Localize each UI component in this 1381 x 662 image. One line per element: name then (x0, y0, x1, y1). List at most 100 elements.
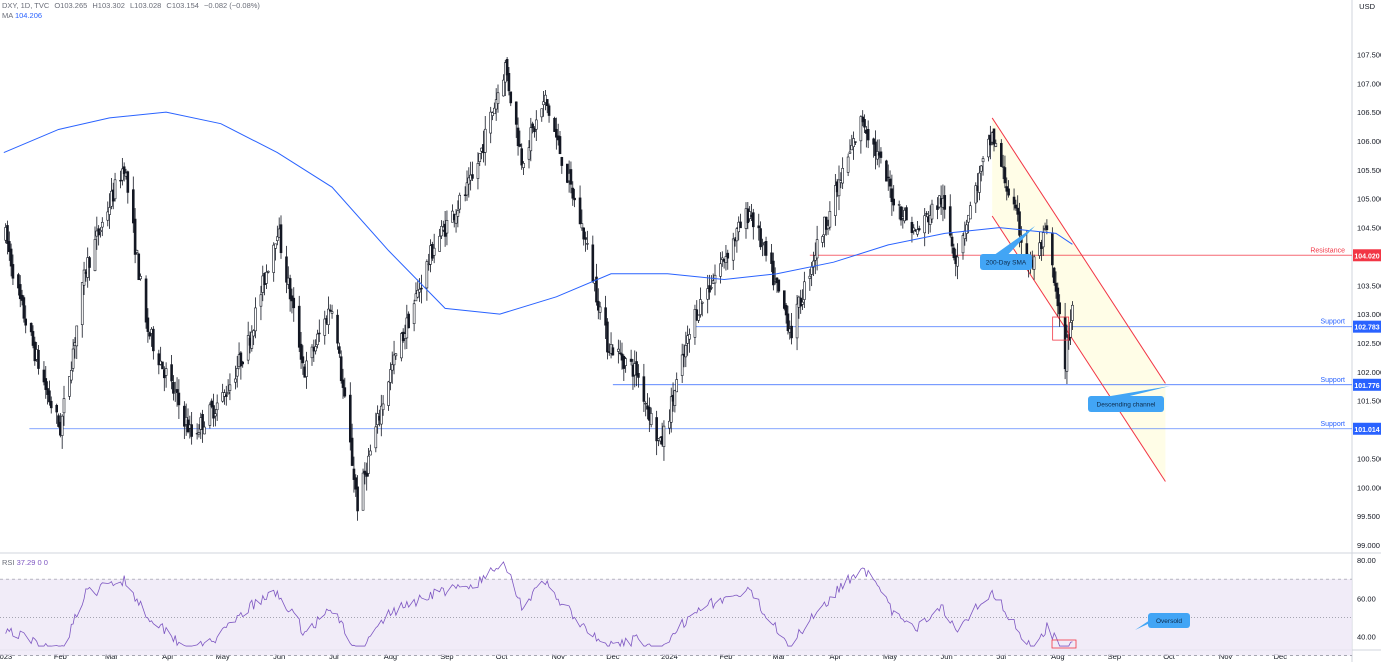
candle-body (772, 260, 775, 286)
candle-body (119, 179, 122, 182)
candle-body (1045, 225, 1049, 231)
candle-body (872, 138, 875, 145)
candle-body (803, 281, 806, 300)
candle-body (936, 205, 939, 210)
oversold-callout-text: Oversold (1156, 618, 1182, 625)
candle-body (912, 227, 916, 232)
candle-body (547, 105, 551, 116)
sma-callout-pointer (995, 226, 1035, 254)
candle-body (1016, 207, 1020, 215)
candle-body (635, 361, 638, 376)
candle-body (1003, 167, 1007, 184)
support-3-price-tag (1353, 422, 1381, 435)
candle-body (735, 228, 739, 242)
candle-body (617, 348, 620, 352)
time-tick-label: Mar (772, 652, 785, 661)
time-tick-label: Feb (54, 652, 67, 661)
time-tick-label: Apr (830, 652, 842, 661)
candle-body (974, 185, 978, 204)
rsi-value: 37.29 (16, 558, 36, 567)
candle-body (420, 287, 423, 290)
candle-body (108, 207, 111, 215)
candle-body (458, 194, 462, 210)
candle-body (454, 213, 458, 224)
candle-body (75, 325, 79, 347)
candle-body (930, 203, 934, 220)
candle-body (518, 143, 522, 147)
candle-body (888, 178, 892, 187)
candle-body (688, 334, 691, 340)
price-tick-label: 107.000 (1357, 79, 1381, 88)
candle-body (700, 301, 704, 304)
candle-body (69, 370, 73, 381)
candle-body (580, 223, 584, 229)
ma-legend: MA 104.206 (2, 11, 42, 20)
candle-body (350, 437, 354, 466)
price-tick-label: 99.000 (1357, 541, 1380, 550)
candle-body (866, 129, 870, 141)
candle-body (751, 212, 755, 228)
sma-200-line (3, 111, 1073, 315)
candle-body (327, 308, 330, 326)
candle-body (1058, 302, 1061, 315)
price-tick-label: 102.000 (1357, 368, 1381, 377)
candle-body (892, 198, 896, 206)
support-3-price-value: 101.014 (1354, 427, 1379, 434)
candle-body (164, 368, 168, 376)
resistance-price-tag (1353, 249, 1381, 262)
price-tick-label: 99.500 (1357, 512, 1380, 521)
candle-body (673, 390, 677, 406)
channel-callout-box (1088, 396, 1164, 412)
candle-body (533, 127, 536, 133)
time-tick-label: Aug (1051, 652, 1064, 661)
candle-body (323, 318, 327, 336)
candle-body (808, 275, 812, 279)
candle-body (389, 369, 392, 383)
candle-body (662, 425, 666, 447)
candle-body (279, 224, 283, 254)
support-2-price-value: 101.776 (1354, 383, 1379, 390)
candle-body (361, 472, 365, 511)
price-tick-label: 102.500 (1357, 339, 1381, 348)
candle-body (471, 174, 474, 179)
candle-body (400, 333, 403, 359)
candle-body (595, 276, 598, 303)
candle-body (82, 269, 86, 286)
oversold-box (1051, 639, 1077, 649)
time-tick-label: Apr (162, 652, 174, 661)
rsi-tick-label: 80.00 (1357, 556, 1376, 565)
candle-body (214, 413, 217, 417)
candle-body (790, 325, 793, 339)
candle-body (122, 166, 126, 174)
candle-body (968, 205, 972, 220)
time-tick-label: 2024 (661, 652, 678, 661)
candle-body (544, 94, 547, 103)
candle-body (815, 239, 819, 259)
time-tick-label: Aug (384, 652, 397, 661)
candle-body (139, 275, 142, 280)
candle-body (1007, 188, 1010, 196)
candle-body (42, 369, 46, 383)
candle-body (943, 195, 947, 210)
rsi-param-2: 0 (43, 558, 48, 567)
candle-body (675, 379, 679, 393)
support-touch-box (1052, 316, 1070, 341)
candle-body (170, 364, 173, 382)
support-1-label: Support (1320, 319, 1345, 326)
candle-body (252, 330, 255, 337)
candle-body (1001, 166, 1005, 168)
price-tick-label: 105.000 (1357, 195, 1381, 204)
support-1-price-value: 102.783 (1354, 325, 1379, 332)
candle-body (250, 331, 254, 349)
candle-body (795, 303, 799, 339)
candle-body (18, 284, 22, 300)
candle-body (1069, 322, 1072, 338)
candle-body (770, 252, 773, 264)
rsi-legend: RSI 37.29 0 0 (2, 558, 48, 567)
channel-callout-text: Descending channel (1097, 402, 1156, 409)
change-value: −0.082 (−0.08%) (204, 1, 260, 10)
candle-body (338, 346, 341, 354)
candle-body (297, 305, 301, 348)
candle-body (241, 361, 245, 365)
